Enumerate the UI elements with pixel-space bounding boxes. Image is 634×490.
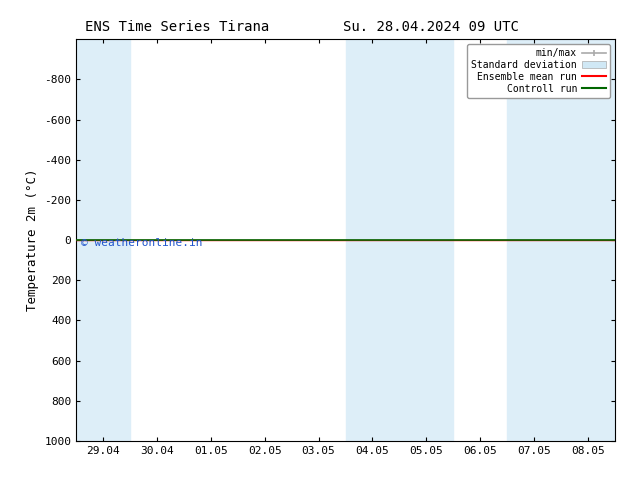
Y-axis label: Temperature 2m (°C): Temperature 2m (°C) — [25, 169, 39, 311]
Bar — [507, 39, 615, 441]
Text: Su. 28.04.2024 09 UTC: Su. 28.04.2024 09 UTC — [343, 20, 519, 34]
Text: ENS Time Series Tirana: ENS Time Series Tirana — [86, 20, 269, 34]
Bar — [76, 39, 130, 441]
Bar — [346, 39, 453, 441]
Legend: min/max, Standard deviation, Ensemble mean run, Controll run: min/max, Standard deviation, Ensemble me… — [467, 44, 610, 98]
Text: © weatheronline.in: © weatheronline.in — [81, 238, 203, 248]
